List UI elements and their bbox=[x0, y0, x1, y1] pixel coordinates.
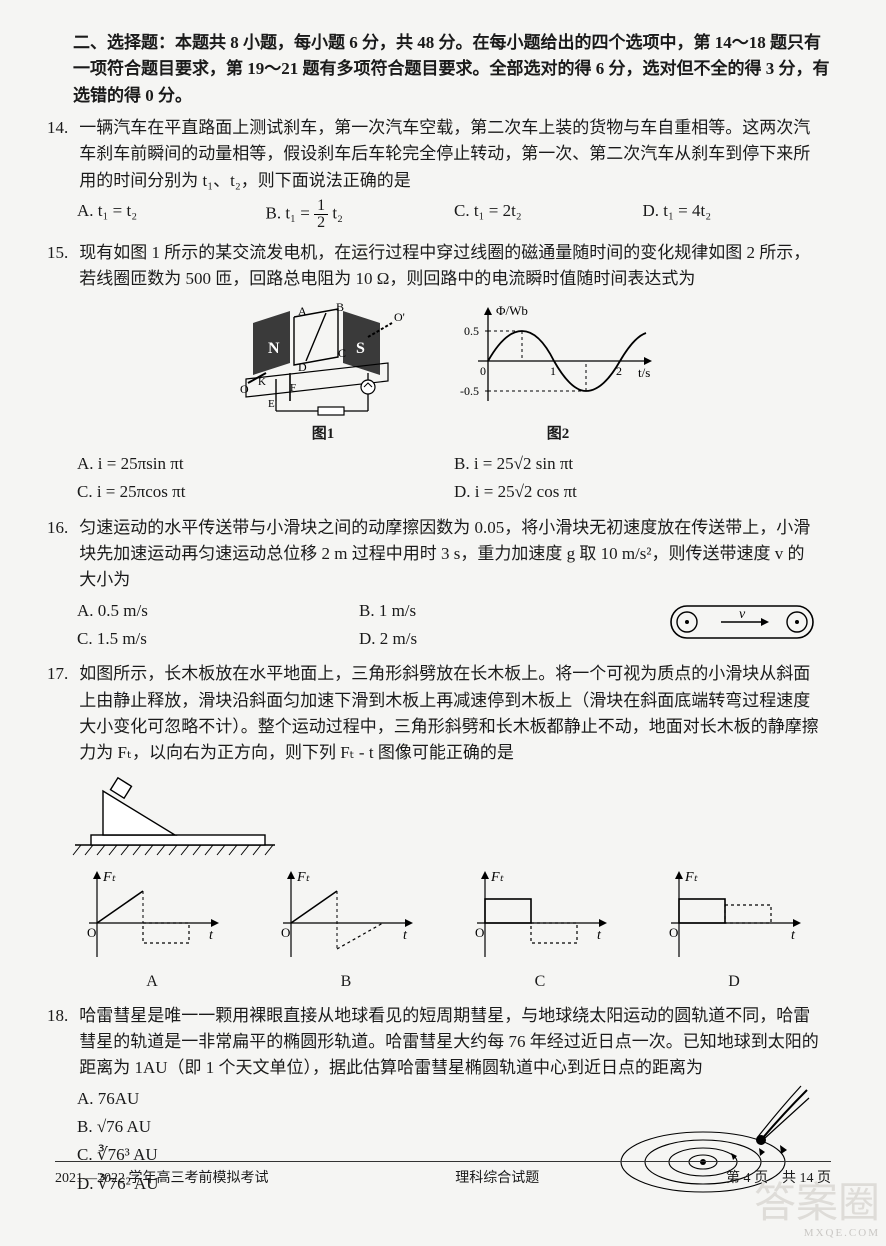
q14-opt-b: B. t₁ = 12 t₂ bbox=[266, 197, 455, 232]
xlabel: t/s bbox=[638, 365, 650, 380]
q15-opt-d: D. i = 25√2 cos πt bbox=[454, 478, 831, 506]
q14-options: A. t₁ = t₂ B. t₁ = 12 t₂ C. t₁ = 2t₂ D. … bbox=[55, 197, 831, 232]
q14-text: 一辆汽车在平直路面上测试刹车，第一次汽车空载，第二次车上装的货物与车自重相等。这… bbox=[79, 115, 819, 194]
q15-opt-c: C. i = 25πcos πt bbox=[77, 478, 454, 506]
svg-text:E: E bbox=[268, 398, 275, 410]
q16-options: A. 0.5 m/s B. 1 m/s C. 1.5 m/s D. 2 m/s bbox=[55, 597, 641, 654]
svg-text:t: t bbox=[403, 928, 408, 943]
watermark-small: MXQE.COM bbox=[754, 1225, 880, 1242]
svg-text:t: t bbox=[597, 928, 602, 943]
ylabel: Φ/Wb bbox=[496, 303, 528, 318]
q15-number: 15. bbox=[47, 240, 75, 266]
svg-text:Fₜ: Fₜ bbox=[490, 870, 505, 885]
question-17: 17. 如图所示，长木板放在水平地面上，三角形斜劈放在长木板上。将一个可视为质点… bbox=[55, 661, 831, 994]
q15-text: 现有如图 1 所示的某交流发电机，在运行过程中穿过线圈的磁通量随时间的变化规律如… bbox=[79, 240, 819, 293]
svg-text:S: S bbox=[356, 340, 365, 357]
q14-opt-a: A. t₁ = t₂ bbox=[77, 197, 266, 232]
svg-text:Fₜ: Fₜ bbox=[296, 870, 311, 885]
svg-text:B: B bbox=[336, 301, 344, 314]
q16-opt-c: C. 1.5 m/s bbox=[77, 625, 359, 653]
q17-setup-figure bbox=[55, 771, 831, 861]
q18-text: 哈雷彗星是唯一一颗用裸眼直接从地球看见的短周期彗星，与地球绕太阳运动的圆轨道不同… bbox=[79, 1003, 819, 1082]
svg-text:t: t bbox=[791, 928, 796, 943]
q15-fig2: Φ/Wb t/s 0.5 -0.5 0 1 2 图2 bbox=[458, 301, 658, 446]
q18-number: 18. bbox=[47, 1003, 75, 1029]
question-16: 16. 匀速运动的水平传送带与小滑块之间的动摩擦因数为 0.05，将小滑块无初速… bbox=[55, 515, 831, 654]
q17-label-a: A bbox=[77, 970, 227, 995]
svg-text:O': O' bbox=[394, 310, 405, 324]
q15-figures: N S A B C D O' O K F bbox=[55, 301, 831, 446]
page-footer: 2021—2022 学年高三考前模拟考试 理科综合试题 第 4 页 共 14 页 bbox=[55, 1161, 831, 1190]
svg-text:O: O bbox=[240, 382, 249, 396]
q15-fig1-label: 图1 bbox=[228, 423, 418, 446]
watermark-big: 答案圈 bbox=[754, 1183, 880, 1225]
svg-text:N: N bbox=[268, 340, 280, 357]
question-14: 14. 一辆汽车在平直路面上测试刹车，第一次汽车空载，第二次车上装的货物与车自重… bbox=[55, 115, 831, 232]
svg-text:0: 0 bbox=[480, 364, 486, 378]
watermark: 答案圈 MXQE.COM bbox=[754, 1183, 880, 1242]
q15-opt-b: B. i = 25√2 sin πt bbox=[454, 450, 831, 478]
q17-text: 如图所示，长木板放在水平地面上，三角形斜劈放在长木板上。将一个可视为质点的小滑块… bbox=[79, 661, 819, 766]
svg-text:O: O bbox=[475, 925, 484, 940]
q17-label-b: B bbox=[271, 970, 421, 995]
svg-text:D: D bbox=[298, 360, 307, 374]
q16-opt-b: B. 1 m/s bbox=[359, 597, 641, 625]
q17-graph-c: Fₜ t O C bbox=[465, 867, 615, 995]
section-header: 二、选择题：本题共 8 小题，每小题 6 分，共 48 分。在每小题给出的四个选… bbox=[55, 30, 831, 109]
q15-opt-a: A. i = 25πsin πt bbox=[77, 450, 454, 478]
q17-graphs: Fₜ t O A Fₜ t O bbox=[55, 867, 831, 995]
q16-belt-figure: v bbox=[657, 598, 827, 648]
q18-opt-a: A. 76AU bbox=[77, 1085, 591, 1113]
incline-icon bbox=[55, 771, 295, 861]
question-15: 15. 现有如图 1 所示的某交流发电机，在运行过程中穿过线圈的磁通量随时间的变… bbox=[55, 240, 831, 507]
q17-number: 17. bbox=[47, 661, 75, 687]
svg-text:v: v bbox=[739, 607, 746, 622]
svg-text:O: O bbox=[669, 925, 678, 940]
footer-center: 理科综合试题 bbox=[455, 1168, 539, 1190]
flux-graph: Φ/Wb t/s 0.5 -0.5 0 1 2 bbox=[458, 301, 658, 421]
belt-icon: v bbox=[657, 598, 827, 648]
svg-text:-0.5: -0.5 bbox=[460, 384, 479, 398]
q16-opt-a: A. 0.5 m/s bbox=[77, 597, 359, 625]
q15-options: A. i = 25πsin πt B. i = 25√2 sin πt C. i… bbox=[55, 450, 831, 507]
q16-opt-d: D. 2 m/s bbox=[359, 625, 641, 653]
svg-text:C: C bbox=[338, 346, 346, 360]
footer-left: 2021—2022 学年高三考前模拟考试 bbox=[55, 1168, 269, 1190]
svg-text:O: O bbox=[281, 925, 290, 940]
q15-fig2-label: 图2 bbox=[458, 423, 658, 446]
generator-icon: N S A B C D O' O K F bbox=[228, 301, 418, 421]
q17-graph-d: Fₜ t O D bbox=[659, 867, 809, 995]
q17-graph-b: Fₜ t O B bbox=[271, 867, 421, 995]
q14-opt-d: D. t₁ = 4t₂ bbox=[643, 197, 832, 232]
svg-text:t: t bbox=[209, 928, 214, 943]
q14-opt-c: C. t₁ = 2t₂ bbox=[454, 197, 643, 232]
svg-text:1: 1 bbox=[550, 364, 556, 378]
q16-number: 16. bbox=[47, 515, 75, 541]
q16-text: 匀速运动的水平传送带与小滑块之间的动摩擦因数为 0.05，将小滑块无初速度放在传… bbox=[79, 515, 819, 594]
svg-text:O: O bbox=[87, 925, 96, 940]
q17-graph-a: Fₜ t O A bbox=[77, 867, 227, 995]
svg-text:F: F bbox=[290, 382, 296, 394]
q15-fig1: N S A B C D O' O K F bbox=[228, 301, 418, 446]
svg-text:A: A bbox=[298, 304, 307, 318]
svg-text:0.5: 0.5 bbox=[464, 324, 479, 338]
svg-text:Fₜ: Fₜ bbox=[684, 870, 699, 885]
q17-label-d: D bbox=[659, 970, 809, 995]
svg-text:K: K bbox=[258, 376, 266, 388]
q14-number: 14. bbox=[47, 115, 75, 141]
svg-text:Fₜ: Fₜ bbox=[102, 870, 117, 885]
q17-label-c: C bbox=[465, 970, 615, 995]
q18-opt-b: B. √76 AU bbox=[77, 1113, 591, 1141]
